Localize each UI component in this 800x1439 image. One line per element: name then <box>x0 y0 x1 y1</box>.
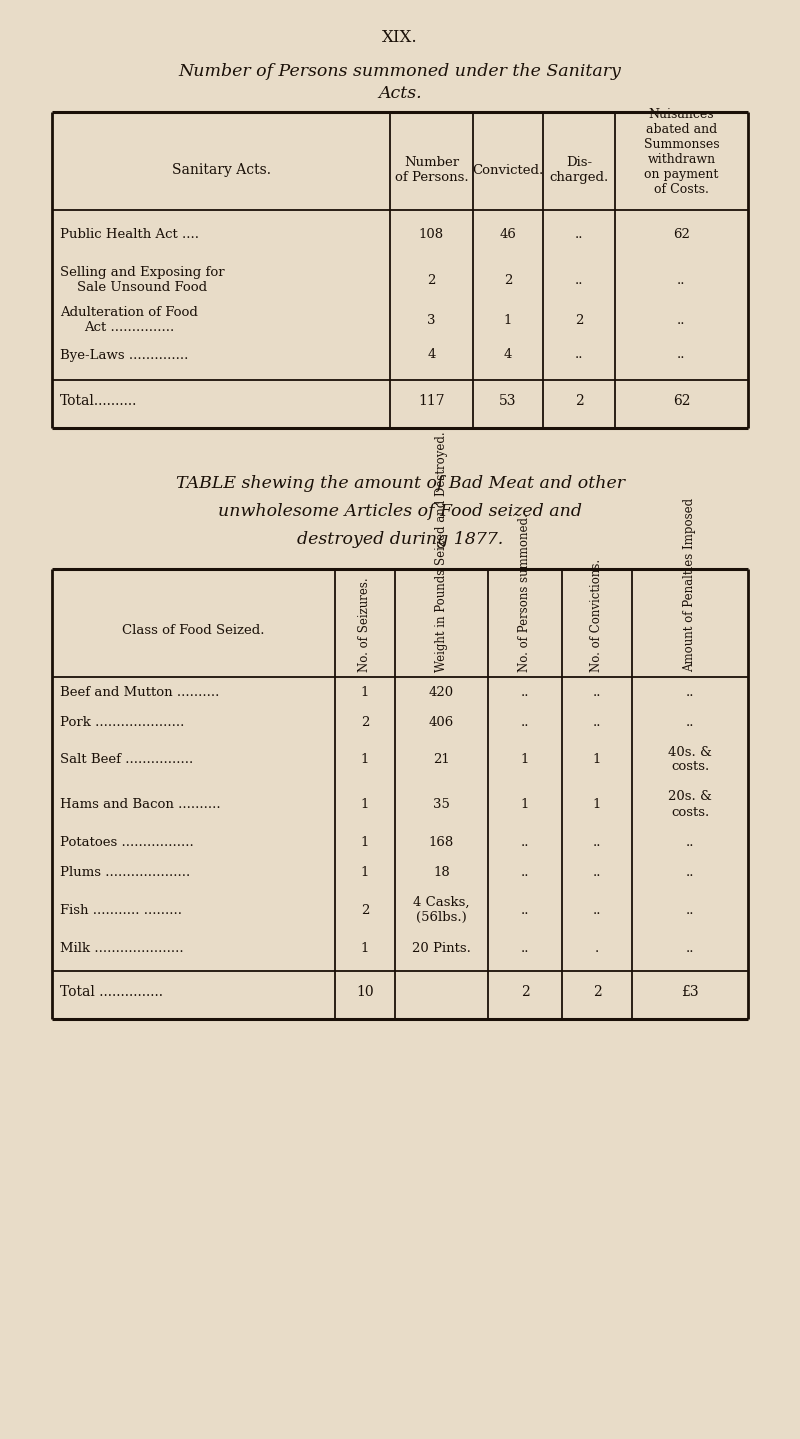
Text: Selling and Exposing for
Sale Unsound Food: Selling and Exposing for Sale Unsound Fo… <box>60 266 225 294</box>
Text: ..: .. <box>686 865 694 878</box>
Text: 2: 2 <box>361 715 369 728</box>
Text: 2: 2 <box>521 986 530 999</box>
Text: 117: 117 <box>418 394 445 409</box>
Text: 21: 21 <box>433 753 450 766</box>
Text: ..: .. <box>678 273 686 286</box>
Text: 2: 2 <box>504 273 512 286</box>
Text: ..: .. <box>686 685 694 698</box>
Text: Dis-
charged.: Dis- charged. <box>550 155 609 184</box>
Text: 1: 1 <box>593 799 601 812</box>
Text: Adulteration of Food
Act ...............: Adulteration of Food Act ............... <box>60 307 198 334</box>
Text: Salt Beef ................: Salt Beef ................ <box>60 753 194 766</box>
Text: 4: 4 <box>427 348 436 361</box>
Text: Pork .....................: Pork ..................... <box>60 715 184 728</box>
Text: destroyed during 1877.: destroyed during 1877. <box>297 531 503 547</box>
Text: 3: 3 <box>427 314 436 327</box>
Text: 20s. &
costs.: 20s. & costs. <box>668 790 712 819</box>
Text: Potatoes .................: Potatoes ................. <box>60 836 194 849</box>
Text: 1: 1 <box>521 799 529 812</box>
Text: 420: 420 <box>429 685 454 698</box>
Text: 1: 1 <box>361 753 369 766</box>
Text: 62: 62 <box>673 229 690 242</box>
Text: ..: .. <box>686 836 694 849</box>
Text: ..: .. <box>593 904 602 917</box>
Text: £3: £3 <box>681 986 699 999</box>
Text: 4: 4 <box>504 348 512 361</box>
Text: ..: .. <box>686 904 694 917</box>
Text: ..: .. <box>521 836 530 849</box>
Text: ..: .. <box>593 685 602 698</box>
Text: ..: .. <box>521 941 530 954</box>
Text: 4 Casks,
(56lbs.): 4 Casks, (56lbs.) <box>414 896 470 924</box>
Text: Acts.: Acts. <box>378 85 422 102</box>
Text: Amount of Penalties Imposed: Amount of Penalties Imposed <box>683 498 697 672</box>
Text: ..: .. <box>521 904 530 917</box>
Text: ..: .. <box>521 865 530 878</box>
Text: ..: .. <box>593 836 602 849</box>
Text: Public Health Act ....: Public Health Act .... <box>60 229 199 242</box>
Text: Bye-Laws ..............: Bye-Laws .............. <box>60 348 188 361</box>
Text: No. of Convictions.: No. of Convictions. <box>590 558 603 672</box>
Text: Number
of Persons.: Number of Persons. <box>394 155 468 184</box>
Text: XIX.: XIX. <box>382 30 418 46</box>
Text: No. of Seizures.: No. of Seizures. <box>358 577 371 672</box>
Text: 1: 1 <box>361 941 369 954</box>
Text: 1: 1 <box>361 685 369 698</box>
Text: Total..........: Total.......... <box>60 394 138 409</box>
Text: ..: .. <box>521 715 530 728</box>
Text: 1: 1 <box>521 753 529 766</box>
Text: 2: 2 <box>574 394 583 409</box>
Text: ..: .. <box>686 941 694 954</box>
Text: 2: 2 <box>593 986 602 999</box>
Text: 10: 10 <box>356 986 374 999</box>
Text: 46: 46 <box>499 229 517 242</box>
Text: Number of Persons summoned under the Sanitary: Number of Persons summoned under the San… <box>178 63 622 81</box>
Text: ..: .. <box>686 715 694 728</box>
Text: Hams and Bacon ..........: Hams and Bacon .......... <box>60 799 221 812</box>
Text: 1: 1 <box>361 865 369 878</box>
Text: ..: .. <box>593 865 602 878</box>
Text: 40s. &
costs.: 40s. & costs. <box>668 745 712 774</box>
Text: Fish ........... .........: Fish ........... ......... <box>60 904 182 917</box>
Text: 53: 53 <box>499 394 517 409</box>
Text: 1: 1 <box>593 753 601 766</box>
Text: ..: .. <box>678 314 686 327</box>
Text: Plums ....................: Plums .................... <box>60 865 190 878</box>
Text: Nuisances
abated and
Summonses
withdrawn
on payment
of Costs.: Nuisances abated and Summonses withdrawn… <box>644 108 719 196</box>
Text: ..: .. <box>574 229 583 242</box>
Text: Convicted.: Convicted. <box>472 164 544 177</box>
Text: 1: 1 <box>361 799 369 812</box>
Text: 406: 406 <box>429 715 454 728</box>
Text: 168: 168 <box>429 836 454 849</box>
Text: Sanitary Acts.: Sanitary Acts. <box>171 163 270 177</box>
Text: Milk .....................: Milk ..................... <box>60 941 184 954</box>
Text: 1: 1 <box>504 314 512 327</box>
Text: ..: .. <box>593 715 602 728</box>
Text: 35: 35 <box>433 799 450 812</box>
Text: Weight in Pounds Seized and Destroyed.: Weight in Pounds Seized and Destroyed. <box>435 432 448 672</box>
Text: No. of Persons summoned.: No. of Persons summoned. <box>518 514 531 672</box>
Text: 20 Pints.: 20 Pints. <box>412 941 471 954</box>
Text: ..: .. <box>574 348 583 361</box>
Text: .: . <box>595 941 599 954</box>
Text: ..: .. <box>521 685 530 698</box>
Text: 2: 2 <box>427 273 436 286</box>
Text: Total ...............: Total ............... <box>60 986 163 999</box>
Text: 1: 1 <box>361 836 369 849</box>
Text: ..: .. <box>678 348 686 361</box>
Text: 108: 108 <box>419 229 444 242</box>
Text: TABLE shewing the amount of Bad Meat and other: TABLE shewing the amount of Bad Meat and… <box>175 475 625 492</box>
Text: ..: .. <box>574 273 583 286</box>
Text: Beef and Mutton ..........: Beef and Mutton .......... <box>60 685 219 698</box>
Text: 18: 18 <box>433 865 450 878</box>
Text: 2: 2 <box>361 904 369 917</box>
Text: unwholesome Articles of Food seized and: unwholesome Articles of Food seized and <box>218 502 582 519</box>
Text: Class of Food Seized.: Class of Food Seized. <box>122 625 265 637</box>
Text: 2: 2 <box>575 314 583 327</box>
Text: 62: 62 <box>673 394 690 409</box>
